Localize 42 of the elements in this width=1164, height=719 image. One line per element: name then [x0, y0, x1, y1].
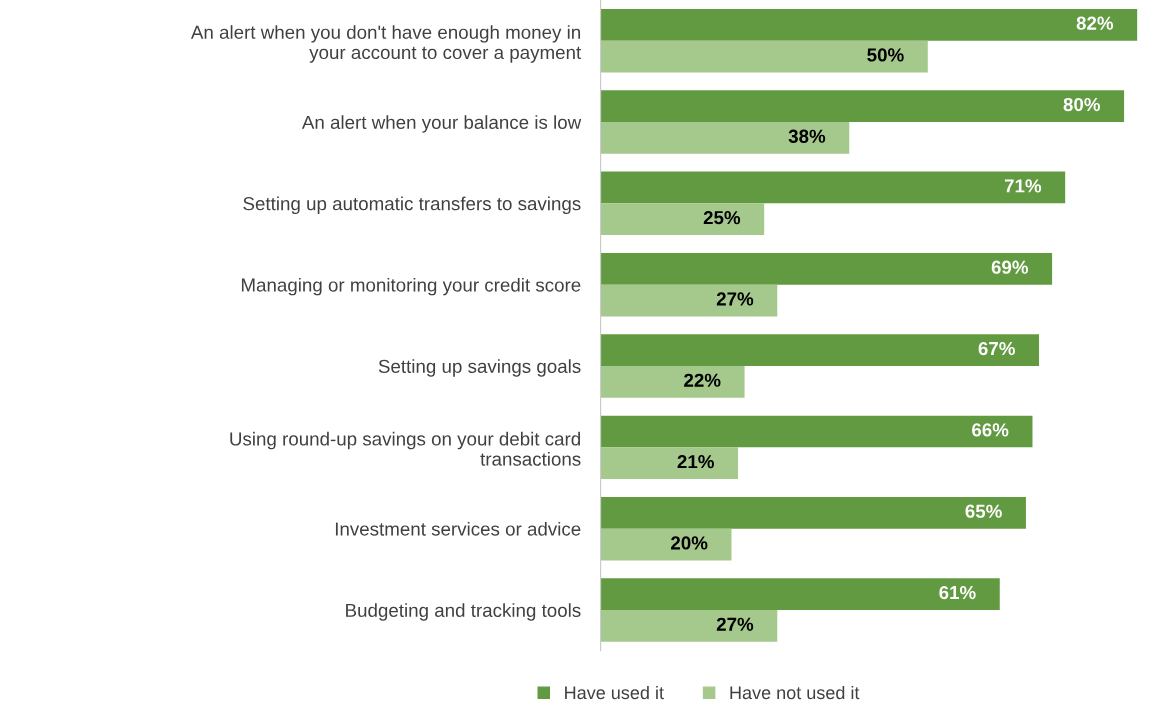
data-label: 66%	[972, 423, 1009, 437]
data-label: 22%	[684, 373, 721, 387]
y-tick-label: Managing or monitoring your credit score	[241, 277, 581, 296]
data-label: 65%	[965, 504, 1002, 518]
legend-label: Have not used it	[730, 685, 860, 700]
data-label: 27%	[716, 292, 754, 306]
data-label: 21%	[677, 454, 714, 469]
data-label: 69%	[991, 260, 1029, 274]
bar	[600, 447, 739, 480]
y-tick-label: Using round-up savings on your debit card transactions	[230, 431, 581, 466]
data-label: 61%	[939, 585, 976, 600]
data-label: 67%	[978, 341, 1015, 356]
data-label: 71%	[1004, 179, 1042, 193]
data-label: 38%	[788, 129, 826, 143]
bar	[600, 252, 1053, 285]
bar	[600, 40, 928, 73]
bar	[600, 122, 850, 154]
bar	[600, 578, 1000, 611]
y-tick-label: An alert when your balance is low	[301, 115, 582, 133]
data-label: 80%	[1063, 97, 1101, 112]
bar	[600, 203, 765, 236]
bar	[600, 284, 778, 317]
y-tick-label: Setting up savings goals	[378, 359, 581, 377]
data-label: 27%	[716, 617, 754, 631]
bar	[600, 8, 1138, 41]
data-label: 50%	[867, 48, 904, 62]
bar	[600, 610, 778, 642]
bar	[600, 171, 1066, 204]
y-tick-label: Investment services or advice	[335, 521, 581, 536]
bar	[600, 415, 1033, 448]
y-tick-label: An alert when you don't have enough money in your account to cover a payment	[190, 25, 582, 63]
y-tick-label: Budgeting and tracking tools	[346, 603, 581, 621]
data-label: 25%	[703, 210, 741, 225]
bar	[600, 366, 745, 398]
y-tick-label: Setting up automatic transfers to savings	[243, 196, 581, 215]
data-label: 82%	[1076, 16, 1114, 30]
data-label: 20%	[671, 536, 708, 550]
bar	[600, 90, 1125, 123]
bar	[600, 496, 1026, 529]
bar	[600, 528, 732, 561]
legend-label: Have used it	[565, 685, 664, 700]
bar	[600, 334, 1040, 367]
